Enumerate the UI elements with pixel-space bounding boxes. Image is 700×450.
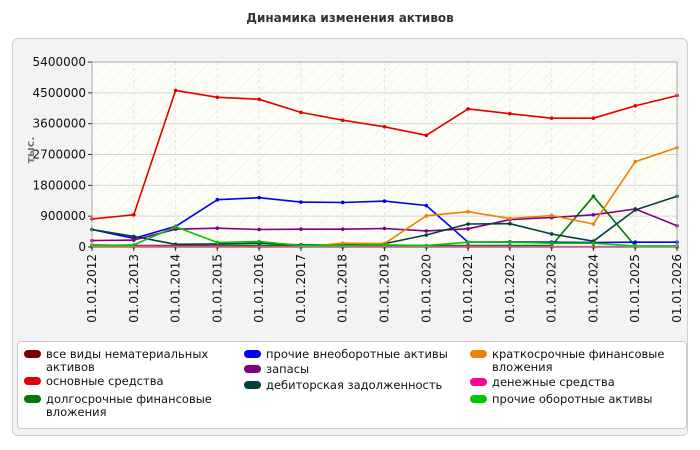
series-point [382,124,387,129]
y-tick-label: 1800000 [33,178,86,192]
legend-label: долгосрочные финансовые вложения [46,392,212,419]
series-point [633,208,638,212]
series-point [257,195,261,200]
x-tick-label: 01.01.2021 [461,254,475,323]
x-tick-label: 01.01.2016 [252,254,266,323]
series-point [382,199,387,203]
y-tick-label: 2700000 [33,148,86,162]
series-point [549,213,554,218]
series-point [424,133,429,138]
series-point [466,240,470,245]
series-point [424,203,429,208]
legend-swatch [24,350,41,358]
series-point [215,95,220,100]
x-tick-label: 01.01.2017 [294,254,308,323]
series-point [424,229,429,233]
series-point [591,194,596,199]
series-point [466,107,470,111]
series-point [340,200,345,205]
y-tick-label: 4500000 [33,86,86,100]
chart-title: Динамика изменения активов [246,11,454,25]
series-point [591,212,596,217]
series-point [131,243,136,247]
legend-swatch [470,350,487,358]
series-point [591,241,596,246]
series-point [257,239,261,244]
y-tick-label: 900000 [40,209,86,223]
series-point [549,241,554,246]
legend-swatch [470,395,487,403]
series-point [173,224,178,229]
series-point [340,227,345,231]
legend-label: денежные средства [492,375,615,389]
y-axis-label: тыс. [24,136,37,163]
legend-swatch [24,395,41,403]
legend-label: краткосрочные финансовые вложения [492,347,665,374]
x-tick-label: 01.01.2015 [210,254,224,323]
series-point [508,111,512,116]
series-point [508,240,512,245]
series-point [382,243,387,247]
series-point [299,227,303,231]
legend-swatch [244,350,261,358]
series-point [215,240,220,245]
series-point [633,240,638,245]
x-tick-label: 01.01.2013 [127,254,141,323]
legend-label: все виды нематериальных активов [46,347,209,374]
series-point [257,227,261,232]
x-tick-label: 01.01.2025 [628,254,642,323]
series-point [215,197,220,202]
series-point [591,222,596,226]
legend-label: прочие внеоборотные активы [266,347,448,361]
series-point [382,226,387,231]
series-point [424,214,429,218]
series-point [633,104,638,108]
legend-label: основные средства [46,374,164,388]
series-point [173,88,178,93]
series-point [340,118,345,123]
legend-swatch [244,381,261,389]
x-tick-label: 01.01.2023 [545,254,559,323]
series-point [549,116,554,120]
legend-swatch [470,378,487,386]
series-point [466,222,470,226]
series-point [131,212,136,217]
legend-label: прочие оборотные активы [492,392,653,406]
series-point [549,232,554,236]
series-point [424,233,429,237]
legend-swatch [24,377,41,385]
series-point [131,238,136,242]
series-point [591,116,596,120]
x-tick-label: 01.01.2018 [336,254,350,323]
series-point [299,200,303,204]
series-point [633,159,638,164]
series-point [215,226,220,230]
chart-legend: все виды нематериальных активов основные… [17,341,687,429]
x-tick-label: 01.01.2026 [670,254,684,323]
x-tick-label: 01.01.2019 [378,254,392,323]
x-tick-label: 01.01.2024 [586,254,600,323]
x-tick-label: 01.01.2012 [85,254,99,323]
x-tick-label: 01.01.2014 [169,254,183,323]
series-point [131,234,136,239]
series-point [508,216,512,221]
series-point [466,227,470,231]
series-point [257,97,261,102]
series-point [299,110,303,115]
legend-label: дебиторская задолженность [266,378,443,392]
y-tick-label: 5400000 [33,55,86,69]
x-tick-label: 01.01.2022 [503,254,517,323]
legend-label: запасы [266,362,310,376]
y-tick-label: 0 [78,240,86,254]
y-tick-label: 3600000 [33,117,86,131]
legend-swatch [244,365,261,373]
series-point [466,209,470,214]
x-tick-label: 01.01.2020 [419,254,433,323]
series-point [508,221,512,226]
